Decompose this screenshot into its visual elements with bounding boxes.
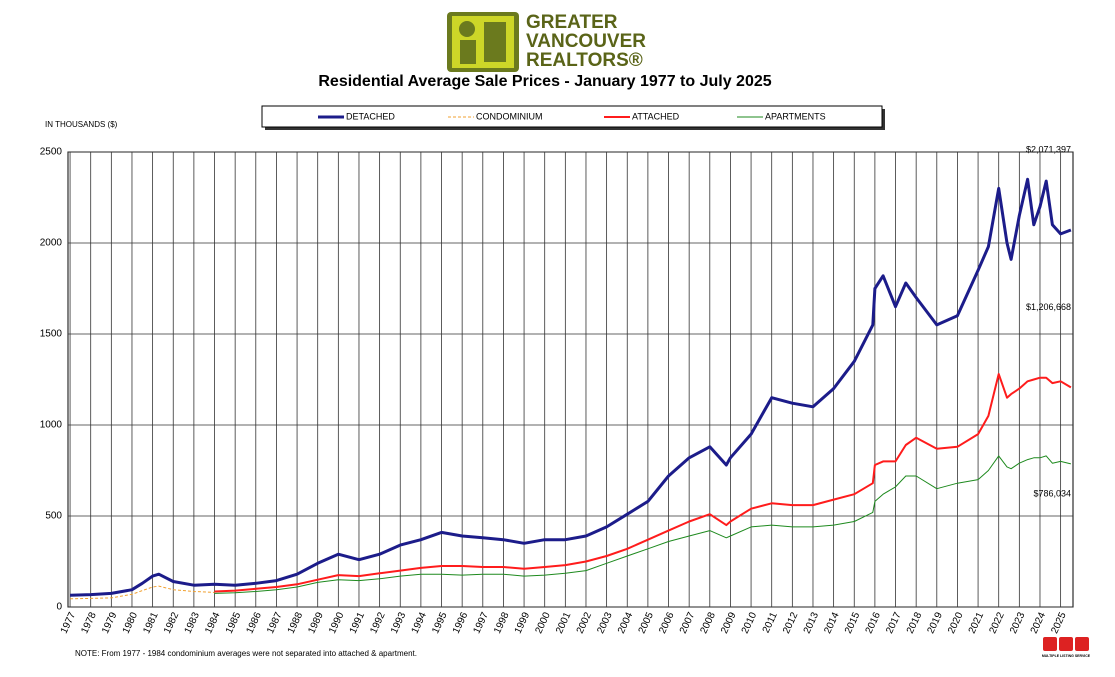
x-tick-label: 1999 xyxy=(513,610,533,635)
x-tick-label: 2007 xyxy=(678,610,698,635)
logo-text: REALTORS® xyxy=(526,50,643,71)
legend-label: DETACHED xyxy=(346,111,395,121)
x-tick-label: 2005 xyxy=(637,610,657,635)
y-tick-label: 1500 xyxy=(40,329,63,340)
y-axis-label: IN THOUSANDS ($) xyxy=(45,120,118,129)
x-tick-label: 1988 xyxy=(286,610,306,635)
x-tick-label: 1993 xyxy=(389,610,409,635)
logo-bar xyxy=(460,40,476,64)
x-tick-label: 1986 xyxy=(245,610,265,635)
x-tick-label: 2021 xyxy=(967,610,987,635)
end-label: $786,034 xyxy=(1033,488,1071,498)
x-tick-label: 1977 xyxy=(59,610,79,635)
x-tick-label: 2006 xyxy=(657,610,677,635)
x-tick-label: 2004 xyxy=(616,610,636,635)
y-tick-label: 2000 xyxy=(40,238,63,249)
mls-box xyxy=(1075,637,1089,651)
logo-bar xyxy=(484,22,506,62)
x-tick-label: 2002 xyxy=(575,610,595,635)
series-line xyxy=(214,455,1072,594)
x-tick-label: 1985 xyxy=(224,610,244,635)
x-tick-label: 2001 xyxy=(554,610,574,635)
x-tick-label: 2019 xyxy=(926,610,946,635)
x-tick-label: 1989 xyxy=(306,610,326,635)
x-tick-label: 2015 xyxy=(843,610,863,635)
x-tick-label: 2016 xyxy=(864,610,884,635)
series-line xyxy=(214,373,1072,593)
legend-label: ATTACHED xyxy=(632,111,680,121)
x-tick-label: 1990 xyxy=(327,610,347,635)
x-tick-label: 2017 xyxy=(884,610,904,635)
x-tick-label: 2013 xyxy=(802,610,822,635)
x-tick-label: 1992 xyxy=(368,610,388,635)
x-tick-label: 2025 xyxy=(1049,610,1069,635)
x-tick-label: 1984 xyxy=(203,610,223,635)
legend-box xyxy=(261,105,883,128)
end-label: $1,206,668 xyxy=(1026,302,1071,312)
mls-box xyxy=(1043,637,1057,651)
x-tick-label: 1978 xyxy=(79,610,99,635)
series-line xyxy=(70,177,1072,597)
legend-label: CONDOMINIUM xyxy=(476,111,543,121)
x-tick-label: 1998 xyxy=(492,610,512,635)
mls-box xyxy=(1059,637,1073,651)
x-tick-label: 2022 xyxy=(987,610,1007,635)
chart-title: Residential Average Sale Prices - Januar… xyxy=(318,73,771,90)
x-tick-label: 2008 xyxy=(699,610,719,635)
x-tick-label: 2000 xyxy=(533,610,553,635)
x-tick-label: 1982 xyxy=(162,610,182,635)
x-tick-label: 2003 xyxy=(595,610,615,635)
x-tick-label: 1991 xyxy=(348,610,368,635)
x-tick-label: 1987 xyxy=(265,610,285,635)
x-tick-label: 2009 xyxy=(719,610,739,635)
y-tick-label: 500 xyxy=(45,511,62,522)
series-line xyxy=(70,585,215,600)
x-tick-label: 2020 xyxy=(946,610,966,635)
x-tick-label: 1995 xyxy=(430,610,450,635)
x-tick-label: 2012 xyxy=(781,610,801,635)
x-tick-label: 2018 xyxy=(905,610,925,635)
y-tick-label: 2500 xyxy=(40,147,63,158)
x-tick-label: 2011 xyxy=(761,610,780,635)
x-tick-label: 1983 xyxy=(183,610,203,635)
end-label: $2,071,397 xyxy=(1026,144,1071,154)
logo-dot xyxy=(459,21,475,37)
x-tick-label: 1997 xyxy=(472,610,492,635)
mls-logo: MULTIPLE LISTING SERVICE xyxy=(1042,637,1091,658)
x-tick-label: 1980 xyxy=(121,610,141,635)
x-tick-label: 2010 xyxy=(740,610,760,635)
x-tick-label: 2023 xyxy=(1008,610,1028,635)
y-tick-label: 0 xyxy=(56,602,62,613)
legend-label: APARTMENTS xyxy=(765,111,826,121)
logo-text: VANCOUVER xyxy=(526,31,646,52)
y-tick-label: 1000 xyxy=(40,420,63,431)
mls-text: MULTIPLE LISTING SERVICE xyxy=(1042,654,1091,658)
x-tick-label: 1994 xyxy=(410,610,430,635)
x-tick-label: 1981 xyxy=(141,610,161,635)
x-tick-label: 1979 xyxy=(100,610,120,635)
note: NOTE: From 1977 - 1984 condominium avera… xyxy=(75,649,417,658)
x-tick-label: 2014 xyxy=(822,610,842,635)
x-tick-label: 2024 xyxy=(1029,610,1049,635)
x-tick-label: 1996 xyxy=(451,610,471,635)
logo-text: GREATER xyxy=(526,12,618,33)
